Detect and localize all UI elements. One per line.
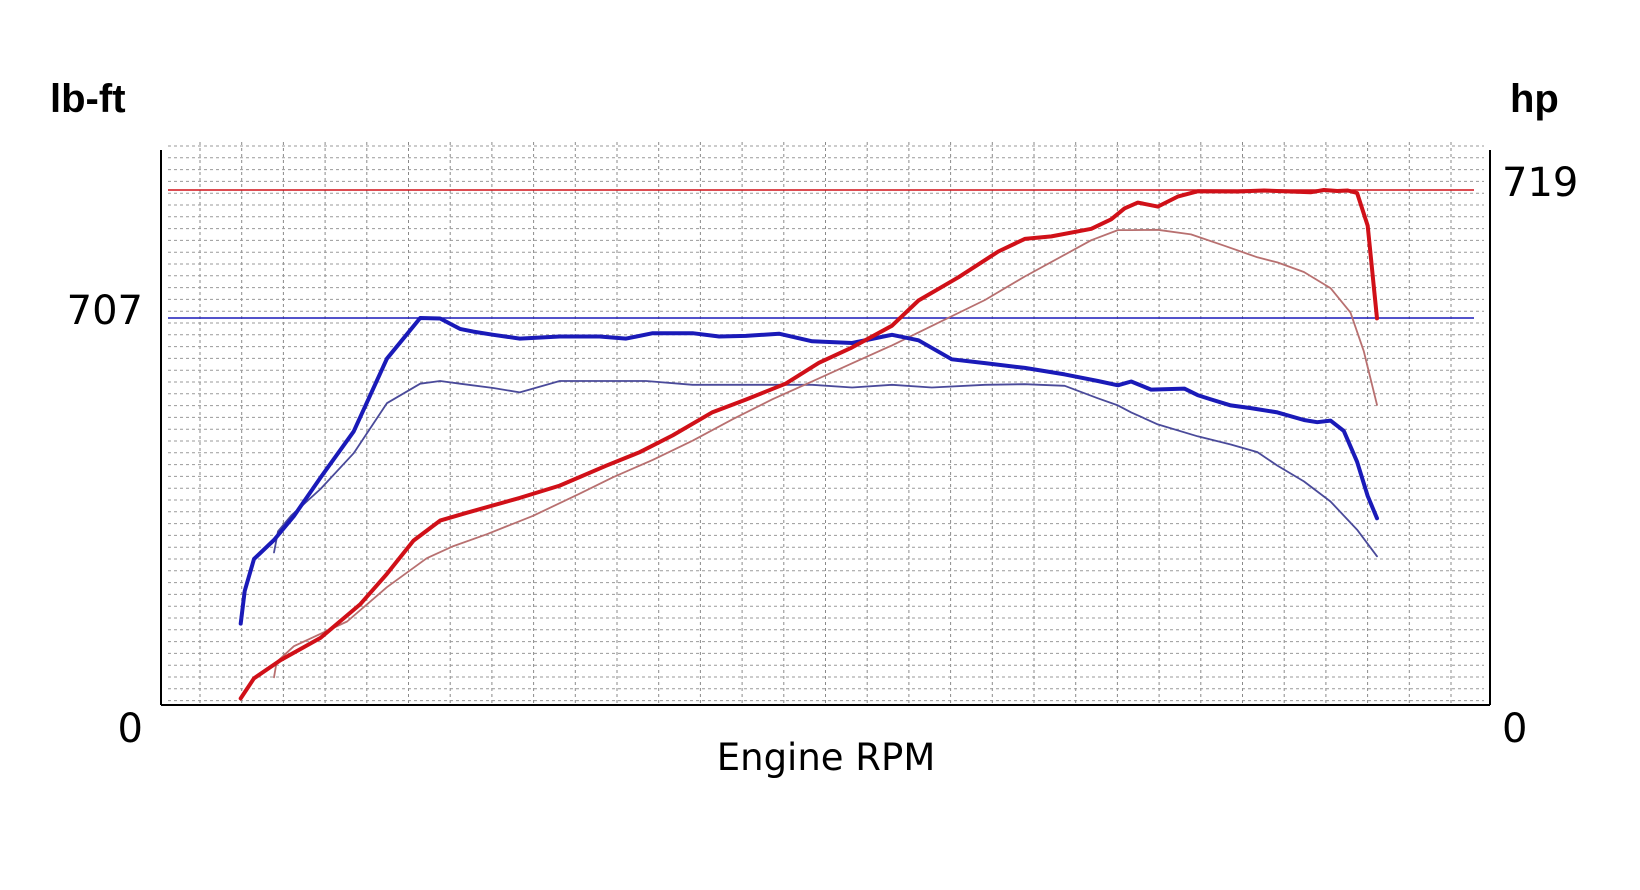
torque-primary-curve [238, 316, 1379, 626]
left-axis-min-label: 0 [118, 706, 143, 752]
x-axis-title: Engine RPM [717, 736, 936, 779]
plot-grid [168, 142, 1484, 705]
plot-frame [160, 150, 1491, 706]
torque-baseline-curve [273, 380, 1378, 558]
right-axis-max-label: 719 [1502, 160, 1578, 206]
power-baseline-curve [273, 228, 1378, 679]
reference-lines [168, 189, 1474, 319]
right-axis-min-label: 0 [1502, 706, 1527, 752]
right-axis-title: hp [1510, 77, 1559, 121]
left-axis-max-label: 707 [67, 288, 143, 334]
left-axis-title: lb-ft [50, 77, 126, 121]
data-series [238, 188, 1379, 701]
power-primary-curve [238, 188, 1379, 701]
